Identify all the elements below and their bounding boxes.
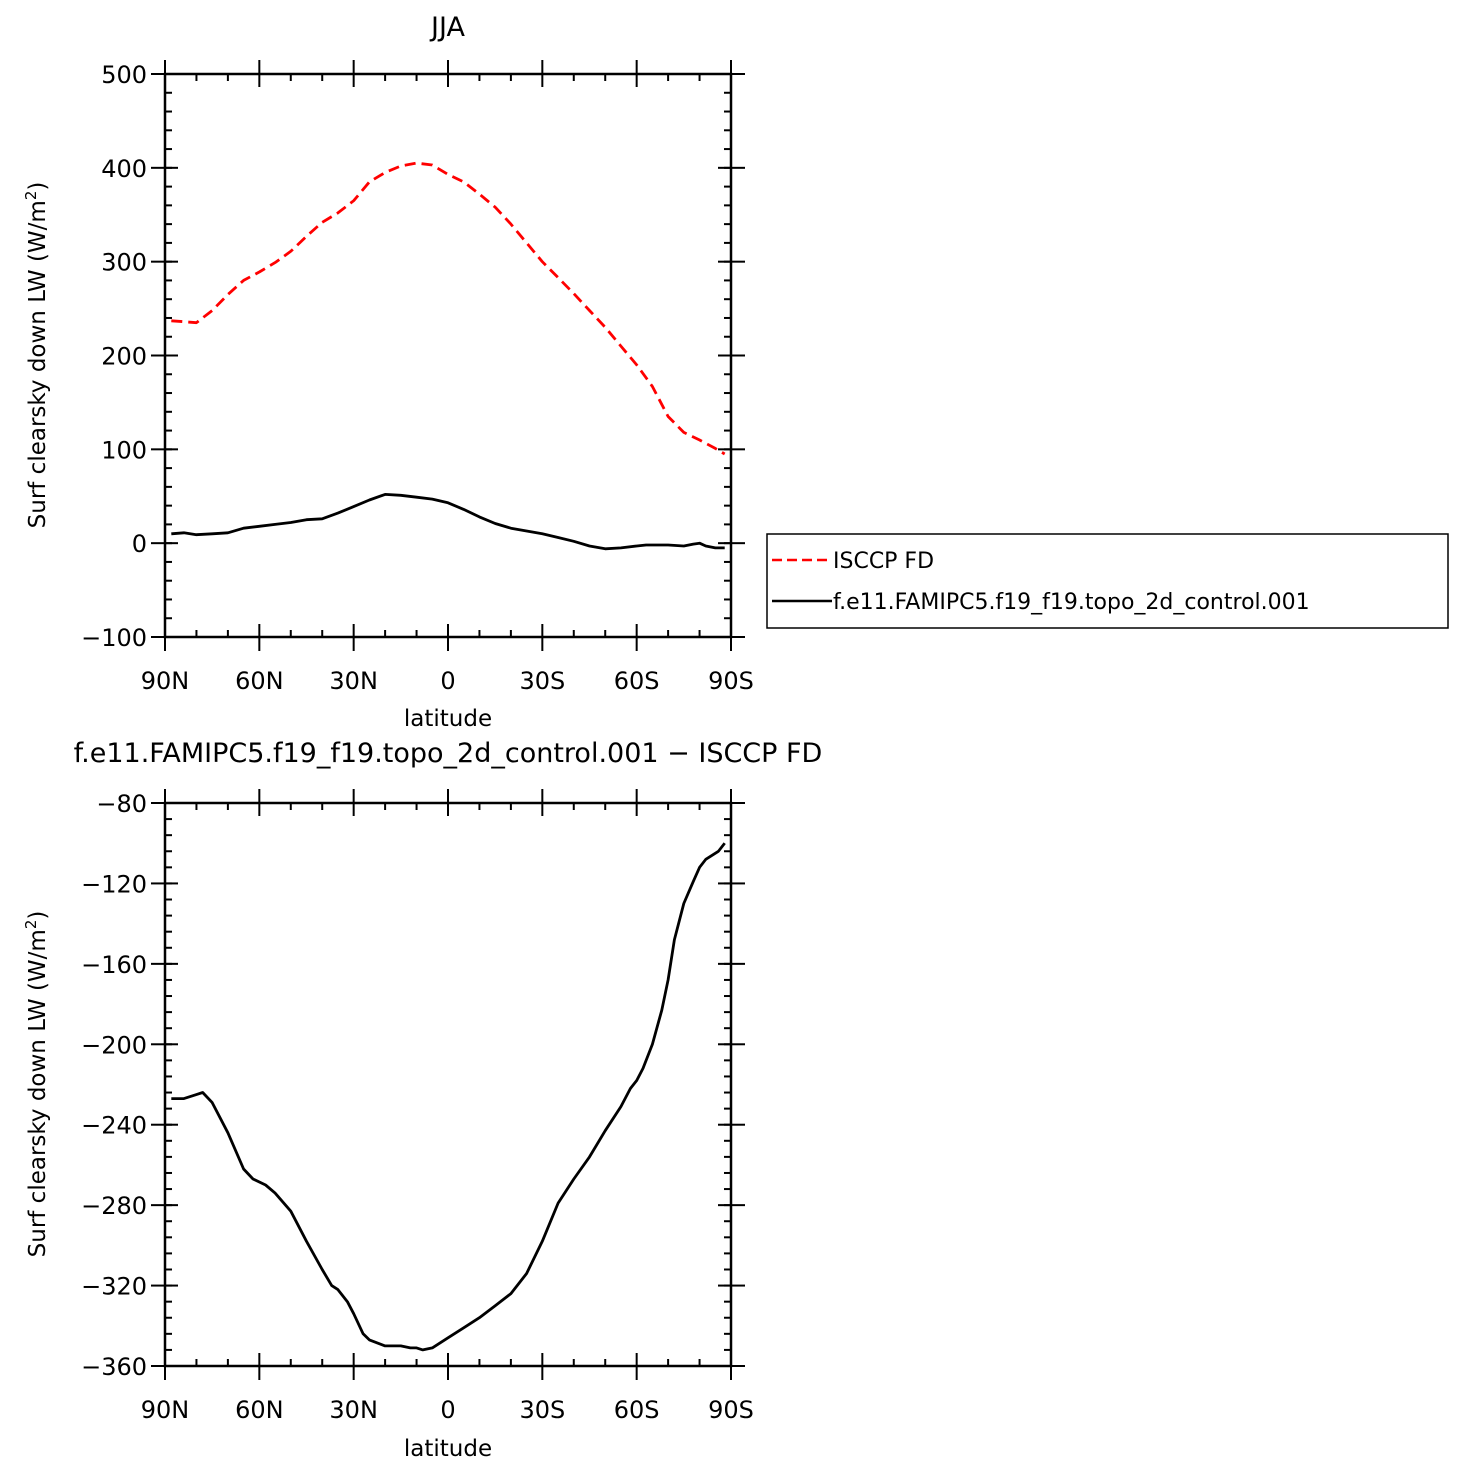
y-tick-label: −360 (81, 1353, 147, 1381)
x-tick-label: 30N (329, 667, 378, 695)
top-series-lines (171, 161, 726, 551)
bottom-x-axis-label: latitude (404, 1436, 492, 1462)
top-y-axis-label-main: Surf clearsky down LW (W/m (25, 200, 51, 528)
x-tick-label: 30S (519, 1396, 565, 1424)
x-tick-label: 60N (235, 1396, 284, 1424)
y-tick-label: −200 (81, 1031, 147, 1059)
bottom-y-axis-label-tail: ) (25, 911, 51, 920)
y-tick-label: −320 (81, 1273, 147, 1301)
bottom-x-tick-labels: 90N 60N 30N 0 30S 60S 90S (141, 1396, 754, 1424)
top-x-tick-labels: 90N 60N 30N 0 30S 60S 90S (141, 667, 754, 695)
x-tick-label: 60S (614, 667, 660, 695)
model-series-line (171, 492, 725, 551)
y-tick-label: −240 (81, 1112, 147, 1140)
y-tick-label: −80 (96, 790, 147, 818)
top-chart-title: JJA (429, 12, 465, 43)
bottom-chart-title: f.e11.FAMIPC5.f19_f19.topo_2d_control.00… (74, 738, 823, 769)
bottom-series-lines (171, 842, 726, 1352)
x-tick-label: 90N (141, 667, 190, 695)
legend-label-model: f.e11.FAMIPC5.f19_f19.topo_2d_control.00… (833, 590, 1310, 615)
top-axis-ticks (151, 60, 745, 651)
bottom-y-axis-label-main: Surf clearsky down LW (W/m (25, 929, 51, 1257)
legend-label-isccp: ISCCP FD (833, 549, 934, 574)
top-y-tick-labels: −100 0 100 200 300 400 500 (81, 61, 147, 652)
y-tick-label: −280 (81, 1192, 147, 1220)
x-tick-label: 0 (440, 1396, 455, 1424)
top-plot-frame (163, 72, 733, 639)
legend-box (766, 533, 1449, 629)
top-y-axis-label-sup: 2 (22, 191, 40, 201)
bottom-plot-frame (163, 801, 733, 1368)
y-tick-label: −100 (81, 624, 147, 652)
x-tick-label: 60S (614, 1396, 660, 1424)
y-tick-label: −160 (81, 951, 147, 979)
y-tick-label: 200 (101, 343, 147, 371)
isccp-fd-series-line (171, 161, 726, 456)
x-tick-label: 30S (519, 667, 565, 695)
top-y-axis-label-tail: ) (25, 182, 51, 191)
x-tick-label: 60N (235, 667, 284, 695)
bottom-y-axis-label: Surf clearsky down LW (W/m2) (22, 911, 51, 1258)
top-y-axis-label: Surf clearsky down LW (W/m2) (22, 182, 51, 529)
x-tick-label: 30N (329, 1396, 378, 1424)
x-tick-label: 90S (708, 667, 754, 695)
y-tick-label: 0 (132, 530, 147, 558)
x-tick-label: 90S (708, 1396, 754, 1424)
x-tick-label: 90N (141, 1396, 190, 1424)
bottom-y-axis-label-sup: 2 (22, 920, 40, 930)
y-tick-label: 400 (101, 155, 147, 183)
model-series-line (171, 842, 726, 1352)
y-tick-label: 500 (101, 61, 147, 89)
x-tick-label: 0 (440, 667, 455, 695)
y-tick-label: 300 (101, 249, 147, 277)
bottom-y-tick-labels: −360 −320 −280 −240 −200 −160 −120 −80 (81, 790, 147, 1381)
bottom-axis-ticks (151, 789, 745, 1380)
y-tick-label: 100 (101, 436, 147, 464)
top-chart-panel: JJA 90N 60N 30N 0 30S 60S 90S −100 0 100 200 300 40… (22, 12, 754, 732)
bottom-chart-panel: f.e11.FAMIPC5.f19_f19.topo_2d_control.00… (22, 738, 822, 1462)
top-chart-legend: ISCCP FD f.e11.FAMIPC5.f19_f19.topo_2d_c… (766, 533, 1449, 629)
top-x-axis-label: latitude (404, 706, 492, 732)
y-tick-label: −120 (81, 870, 147, 898)
